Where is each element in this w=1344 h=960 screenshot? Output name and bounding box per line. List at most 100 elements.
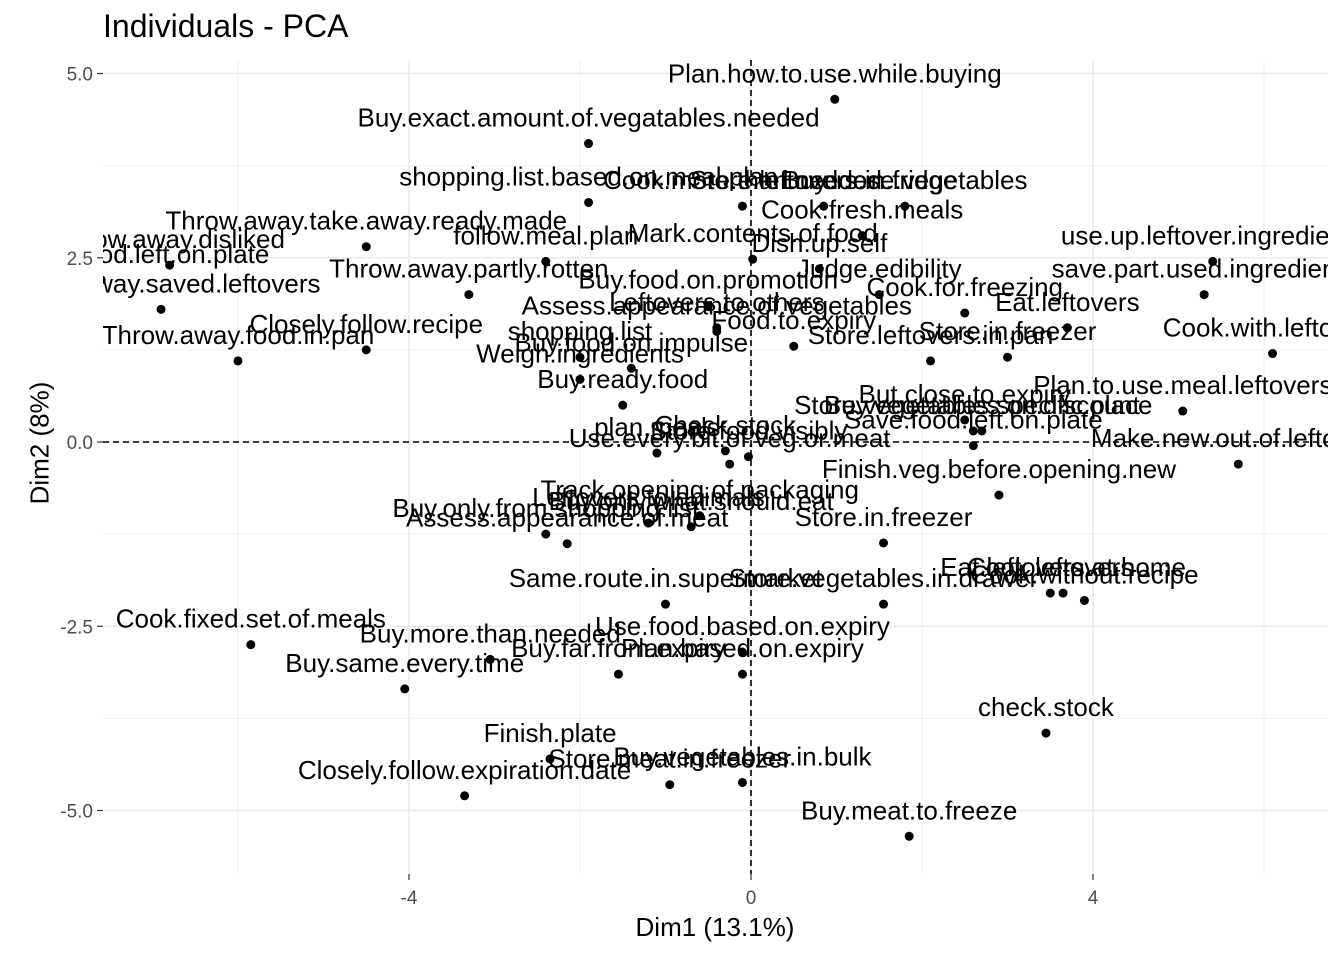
point-label: Store.leftovers.in.fridge	[690, 165, 957, 195]
point-label: Cook.more.than.needed	[603, 165, 882, 195]
data-point	[720, 446, 730, 456]
data-point	[904, 831, 914, 841]
data-point	[789, 341, 799, 351]
data-point	[575, 374, 585, 384]
grid	[103, 60, 1328, 874]
data-point	[103, 275, 106, 284]
data-point	[613, 669, 623, 679]
point-label: Plan.to.use.meal.leftovers	[1033, 370, 1332, 400]
data-point	[1058, 588, 1068, 598]
data-point	[819, 201, 829, 211]
data-point	[652, 448, 662, 458]
data-point	[737, 647, 747, 657]
point-label: Eat.leftovers.at.home	[940, 552, 1186, 582]
point-label: Buy.far.from.expiry	[511, 633, 726, 663]
point-label: Cook.with.leftovers	[1163, 313, 1344, 343]
data-point	[874, 290, 884, 300]
point-label: Weigh.ingredients	[476, 338, 684, 368]
point-label: Plan.how.to.use.while.buying	[668, 58, 1002, 88]
point-label: Plan.based.on.expiry	[621, 633, 864, 663]
point-label: Buy.more.than.needed	[360, 618, 621, 648]
data-point	[994, 490, 1004, 500]
data-point	[562, 539, 572, 549]
data-point	[900, 201, 910, 211]
data-point	[1268, 349, 1278, 359]
data-point	[156, 304, 166, 314]
point-label: Check.stock	[655, 410, 798, 440]
data-point	[926, 356, 936, 366]
data-point	[661, 599, 670, 609]
point-label: Finish.veg.before.opening.new	[822, 454, 1176, 484]
y-tick-label: -2.5	[60, 617, 93, 638]
point-label: Assess.appearance.of.meat	[406, 503, 729, 533]
data-point	[626, 363, 636, 373]
x-axis-label: Dim1 (13.1%)	[635, 912, 795, 942]
point-label: check.stock	[978, 692, 1115, 722]
point-label: Cook.fresh.meals	[761, 195, 963, 225]
point-label: Save.food.left.on.plate	[844, 405, 1103, 435]
data-point	[460, 791, 470, 801]
data-point	[464, 290, 474, 300]
x-axis-label-wrap: Dim1 (13.1%)	[0, 912, 1344, 943]
data-point	[857, 231, 867, 241]
point-label: Finish.plate	[484, 718, 617, 748]
data-point	[737, 201, 747, 211]
data-point	[725, 459, 735, 469]
x-tick-label: 4	[1088, 888, 1099, 909]
chart-title: Individuals - PCA	[103, 8, 349, 44]
point-label: Leftovers.to.others	[609, 287, 824, 317]
axis-ticks: -4 0 4 -5.0 -2.5 0.0 2.5 5.0	[60, 65, 1098, 910]
point-label: But.close.to.expiry	[859, 379, 1071, 409]
point-label: Eat.leftovers	[995, 287, 1140, 317]
point-label: Store.in.freezer	[795, 502, 973, 532]
point-label: shopping.list	[508, 316, 653, 346]
data-point	[879, 599, 889, 609]
point-label: Assess.appearance.of.vegetables	[522, 290, 912, 320]
point-label: plan.meals	[594, 412, 720, 442]
point-label: Store.meat.in.freezer	[548, 744, 791, 774]
data-point	[541, 256, 551, 266]
data-point	[165, 260, 175, 270]
data-point	[1041, 728, 1051, 738]
y-tick-label: 0.0	[67, 433, 93, 454]
data-point	[1208, 256, 1218, 266]
point-label: follow.meal.plan	[453, 220, 638, 250]
point-label: Throw.away.food.in.pan	[102, 320, 375, 350]
point-label: Buy.vegetables.on.discount	[824, 390, 1141, 420]
point-label: Buy.meat.to.freeze	[801, 795, 1017, 825]
point-label: Throw.away.take.away.ready.made	[165, 206, 567, 236]
point-label: Buy.same.every.time	[285, 648, 524, 678]
point-label: shopping.list.based.on.meal.plan	[399, 161, 778, 191]
data-point	[1003, 352, 1012, 362]
point-label: Store.vegetables.specific.place	[794, 390, 1152, 420]
point-label: Throw.away.saved.leftovers	[2, 268, 321, 298]
point-label: Buy.vegetables.in.bulk	[613, 741, 872, 771]
point-label: Buy.food.on.impulse	[514, 327, 748, 357]
data-point	[575, 352, 585, 362]
data-point	[643, 518, 653, 528]
point-label: Throw.away.food.left.on.plate	[0, 239, 269, 269]
data-point	[737, 669, 747, 679]
point-label: Cook.for.freezing	[866, 272, 1063, 302]
data-point	[703, 301, 713, 311]
point-label: Store.leftovers.in.pan	[808, 320, 1054, 350]
point-label: Leftovers.to.animals	[532, 482, 765, 512]
x-tick-label: 0	[746, 888, 757, 909]
data-point	[748, 254, 758, 264]
point-label: Food.to.expiry	[711, 305, 876, 335]
data-point	[1199, 290, 1209, 300]
data-point	[665, 780, 675, 790]
point-label: Make.new.out.of.leftovers	[1091, 423, 1344, 453]
point-label: Cook.without.recipe	[970, 559, 1198, 589]
data-point	[400, 684, 410, 694]
data-point	[743, 452, 753, 462]
point-label: Buy.exact.amount.of.vegatables.needed	[358, 103, 820, 133]
data-point	[361, 345, 371, 355]
point-label: Use.food.based.on.expiry	[595, 611, 890, 641]
data-point	[695, 511, 705, 521]
y-tick-label: 5.0	[67, 65, 93, 86]
data-point	[968, 426, 978, 436]
point-label: Throw.away.partly.rotten	[329, 254, 608, 284]
data-point	[1233, 459, 1243, 469]
